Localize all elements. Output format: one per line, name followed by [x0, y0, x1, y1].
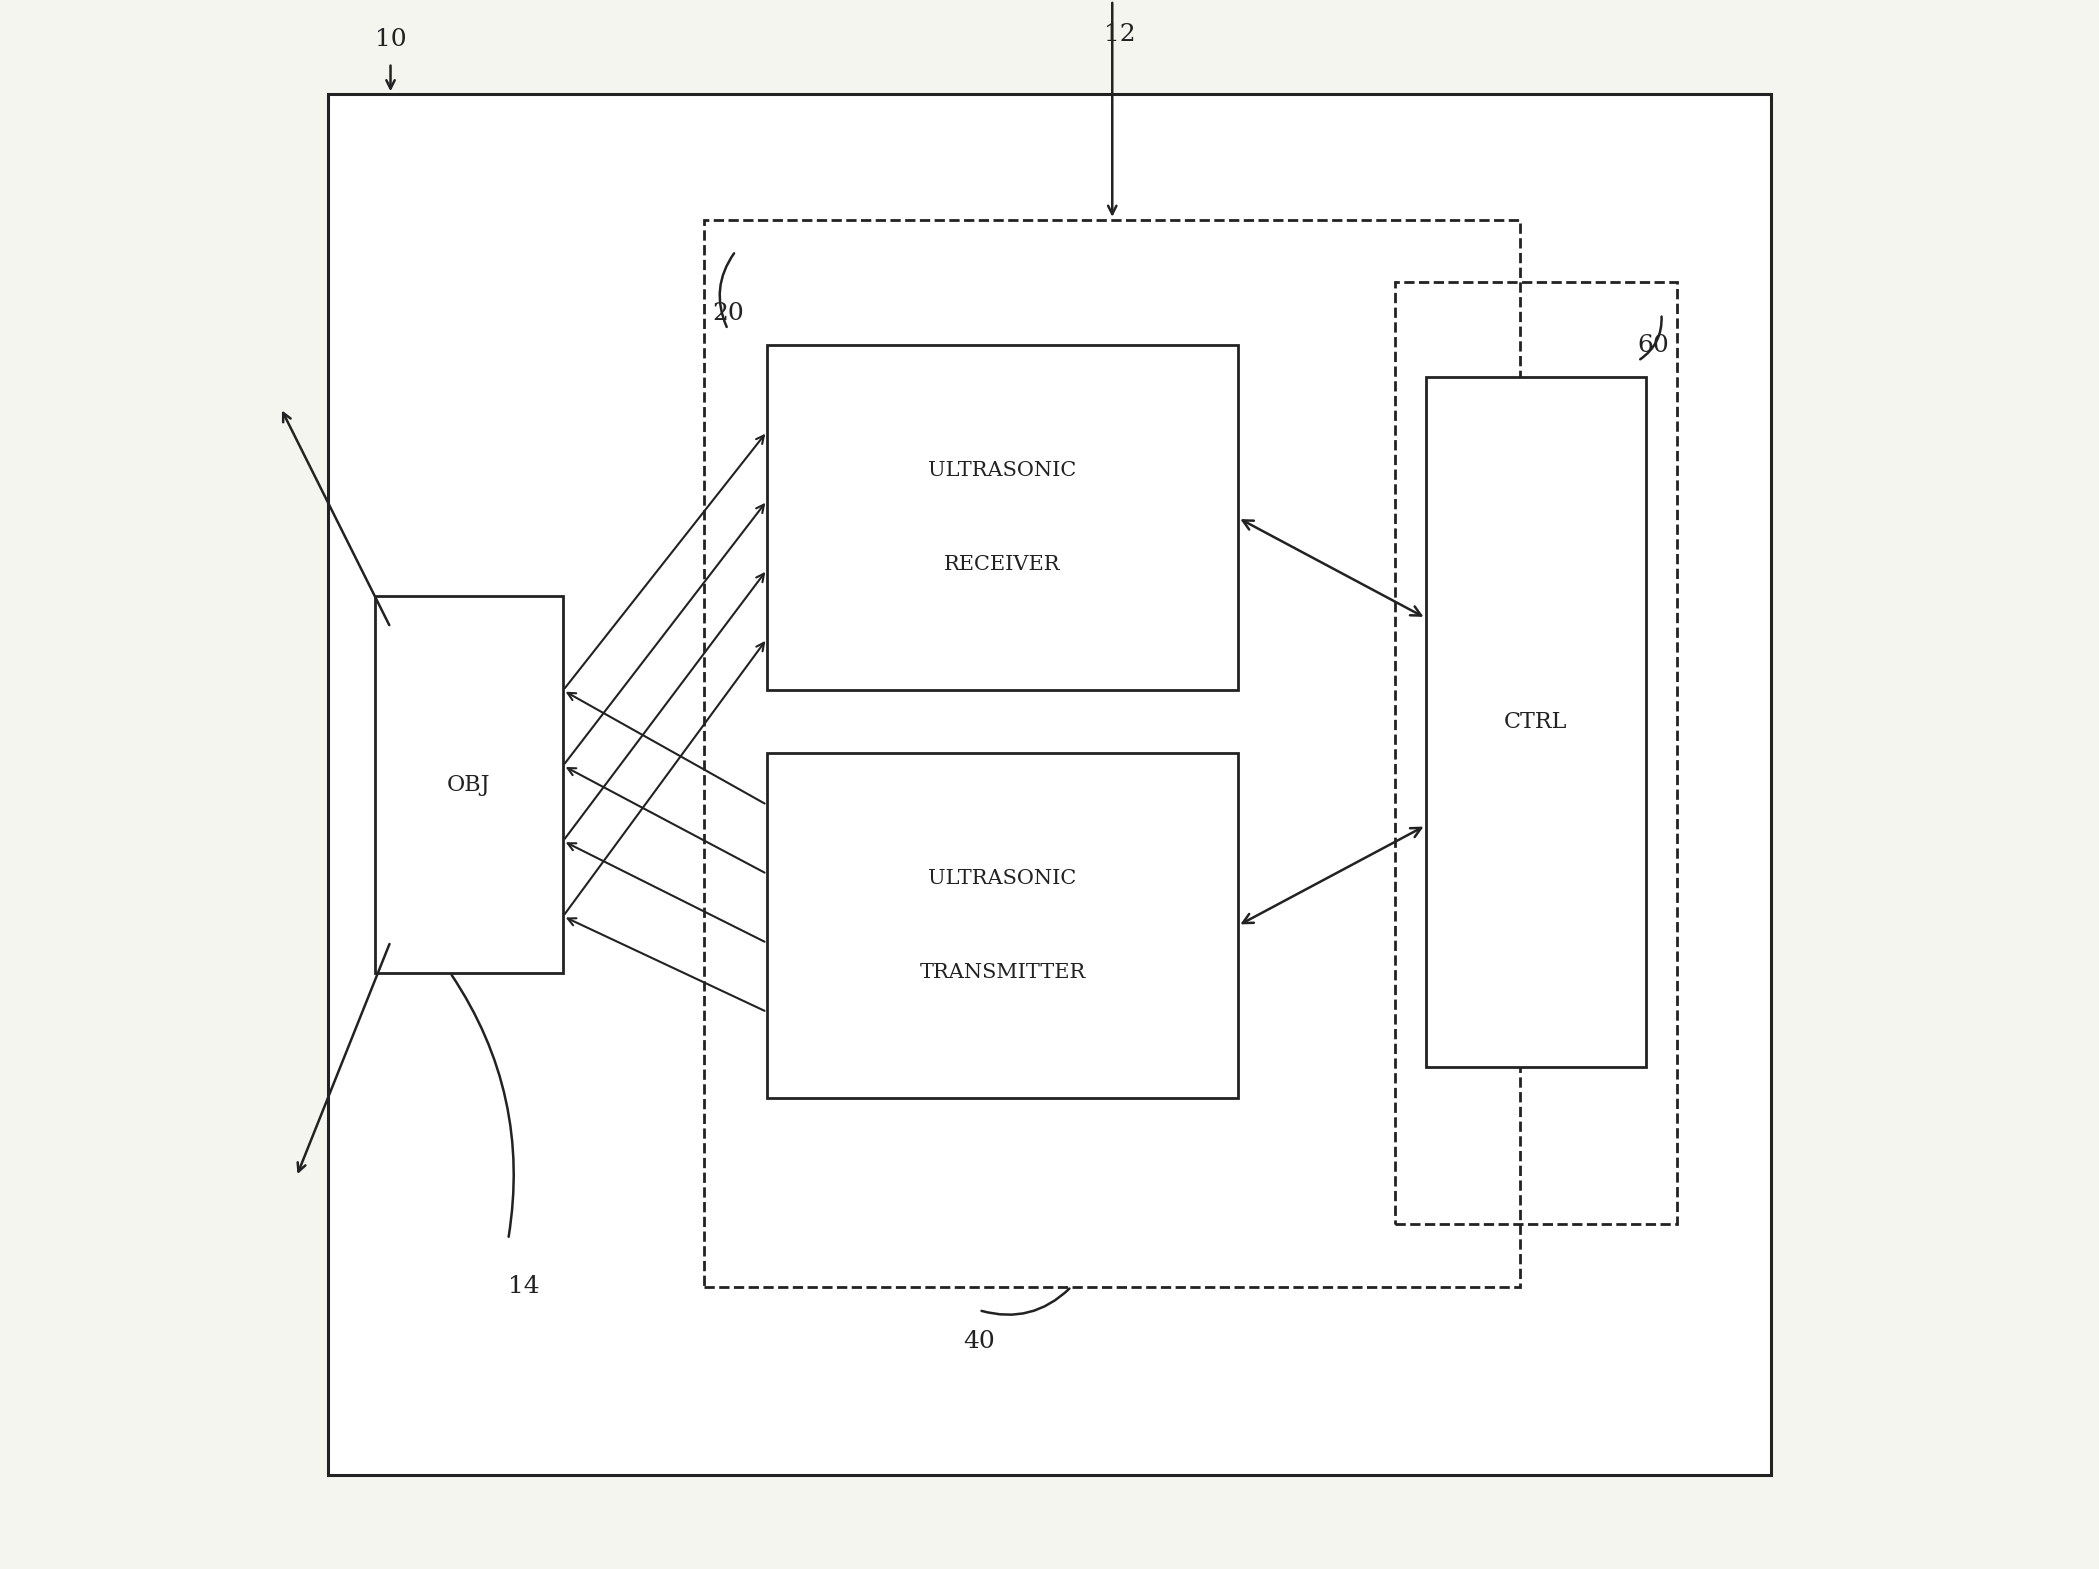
Text: 14: 14 [508, 1276, 539, 1298]
Text: TRANSMITTER: TRANSMITTER [919, 963, 1085, 982]
Text: ULTRASONIC: ULTRASONIC [928, 869, 1077, 888]
FancyBboxPatch shape [766, 753, 1238, 1098]
Text: CTRL: CTRL [1505, 711, 1568, 733]
Text: ULTRASONIC: ULTRASONIC [928, 461, 1077, 480]
FancyBboxPatch shape [376, 596, 563, 973]
Text: 12: 12 [1104, 24, 1136, 46]
Text: 20: 20 [712, 303, 743, 325]
FancyBboxPatch shape [766, 345, 1238, 690]
FancyBboxPatch shape [327, 94, 1772, 1475]
Text: 60: 60 [1637, 334, 1669, 356]
Text: 10: 10 [376, 28, 407, 50]
Text: RECEIVER: RECEIVER [945, 555, 1060, 574]
FancyBboxPatch shape [1425, 377, 1646, 1067]
Text: OBJ: OBJ [447, 774, 491, 795]
Text: 40: 40 [963, 1331, 995, 1352]
